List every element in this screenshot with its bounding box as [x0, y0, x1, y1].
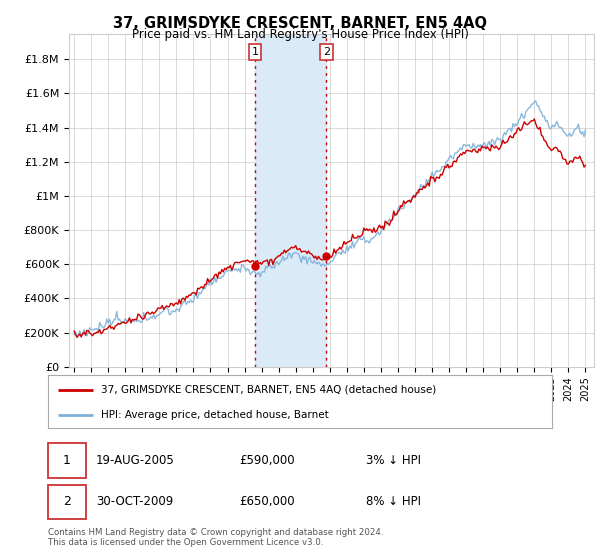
Text: 3% ↓ HPI: 3% ↓ HPI [365, 454, 421, 466]
Text: 2: 2 [323, 47, 330, 57]
FancyBboxPatch shape [48, 484, 86, 519]
FancyBboxPatch shape [48, 443, 86, 478]
Text: £590,000: £590,000 [239, 454, 295, 466]
Text: 30-OCT-2009: 30-OCT-2009 [96, 496, 173, 508]
Text: HPI: Average price, detached house, Barnet: HPI: Average price, detached house, Barn… [101, 410, 329, 420]
Text: 2: 2 [63, 496, 71, 508]
Text: Price paid vs. HM Land Registry's House Price Index (HPI): Price paid vs. HM Land Registry's House … [131, 28, 469, 41]
Text: 1: 1 [63, 454, 71, 466]
Text: 1: 1 [252, 47, 259, 57]
Text: Contains HM Land Registry data © Crown copyright and database right 2024.
This d: Contains HM Land Registry data © Crown c… [48, 528, 383, 547]
Bar [255, 34, 326, 367]
Text: 37, GRIMSDYKE CRESCENT, BARNET, EN5 4AQ (detached house): 37, GRIMSDYKE CRESCENT, BARNET, EN5 4AQ … [101, 385, 436, 395]
Text: 8% ↓ HPI: 8% ↓ HPI [365, 496, 421, 508]
Text: £650,000: £650,000 [239, 496, 295, 508]
Text: 37, GRIMSDYKE CRESCENT, BARNET, EN5 4AQ: 37, GRIMSDYKE CRESCENT, BARNET, EN5 4AQ [113, 16, 487, 31]
Text: 19-AUG-2005: 19-AUG-2005 [96, 454, 175, 466]
